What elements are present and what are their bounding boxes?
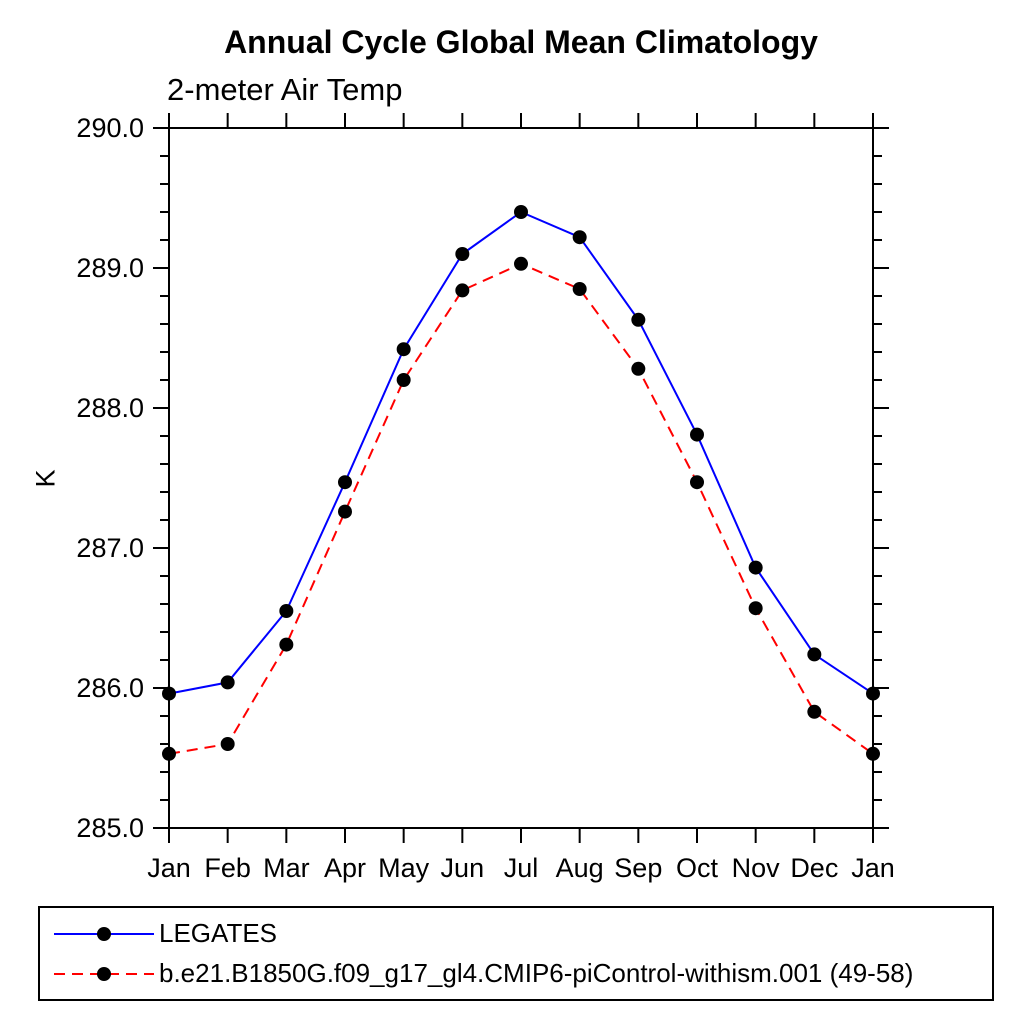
data-point <box>396 342 411 357</box>
legend-item: b.e21.B1850G.f09_g17_gl4.CMIP6-piControl… <box>52 956 992 992</box>
svg-text:286.0: 286.0 <box>76 673 144 703</box>
data-point <box>279 604 294 618</box>
data-point <box>631 312 646 327</box>
legend-item: LEGATES <box>52 916 992 952</box>
series-line-0 <box>168 210 874 695</box>
series-1 <box>162 256 880 761</box>
svg-text:Jan: Jan <box>147 853 191 883</box>
data-point <box>338 504 352 519</box>
legend-marker-dot <box>97 926 111 941</box>
legend-line-sample-dashed <box>54 966 154 981</box>
svg-text:285.0: 285.0 <box>76 813 144 843</box>
data-point <box>220 675 235 690</box>
data-point <box>220 737 235 751</box>
plot-frame <box>168 127 874 829</box>
svg-text:287.0: 287.0 <box>76 533 144 563</box>
data-point <box>572 282 587 296</box>
chart-title: Annual Cycle Global Mean Climatology <box>224 24 818 60</box>
data-point <box>162 686 176 701</box>
svg-text:Jul: Jul <box>504 853 539 883</box>
legend-label: LEGATES <box>159 918 278 948</box>
series-0 <box>162 205 880 701</box>
data-point <box>514 205 528 219</box>
svg-text:288.0: 288.0 <box>76 393 144 423</box>
x-tick-labels: Jan Feb Mar Apr May Jun Jul Aug Sep Oct Nov Dec Jan <box>147 853 895 883</box>
svg-text:289.0: 289.0 <box>76 253 144 283</box>
svg-text:290.0: 290.0 <box>76 113 144 143</box>
data-point <box>690 475 704 490</box>
data-point <box>162 746 176 761</box>
data-point <box>396 373 411 387</box>
data-point <box>866 686 880 701</box>
data-point <box>748 560 763 575</box>
series-line-1 <box>168 262 874 755</box>
data-point <box>748 601 763 616</box>
data-point <box>338 475 352 490</box>
svg-text:Oct: Oct <box>676 853 719 883</box>
x-axis-ticks <box>168 113 874 843</box>
data-point <box>690 427 704 442</box>
legend: LEGATES b.e21.B1850G.f09_g17_gl4.CMIP6-p… <box>38 906 994 1001</box>
svg-text:Aug: Aug <box>556 853 604 883</box>
svg-text:Apr: Apr <box>324 853 366 883</box>
svg-text:Jun: Jun <box>441 853 485 883</box>
chart-subtitle: 2-meter Air Temp <box>167 72 403 107</box>
data-point <box>514 256 528 271</box>
legend-marker-dot <box>97 966 111 981</box>
y-tick-labels: 285.0 286.0 287.0 288.0 289.0 290.0 <box>76 113 144 843</box>
data-point <box>455 283 470 298</box>
data-point <box>279 637 294 652</box>
svg-text:Jan: Jan <box>851 853 895 883</box>
legend-label: b.e21.B1850G.f09_g17_gl4.CMIP6-piControl… <box>159 958 914 988</box>
svg-text:Feb: Feb <box>204 853 251 883</box>
data-point <box>807 647 822 662</box>
svg-text:Mar: Mar <box>263 853 310 883</box>
svg-text:Sep: Sep <box>614 853 662 883</box>
svg-text:Dec: Dec <box>790 853 838 883</box>
data-point <box>631 361 646 376</box>
y-axis-ticks <box>153 127 889 829</box>
data-point <box>572 230 587 245</box>
data-point <box>455 247 470 261</box>
svg-text:Nov: Nov <box>732 853 781 883</box>
data-point <box>807 704 822 719</box>
legend-line-sample-solid <box>54 926 154 941</box>
data-point <box>866 746 880 761</box>
svg-text:May: May <box>378 853 430 883</box>
